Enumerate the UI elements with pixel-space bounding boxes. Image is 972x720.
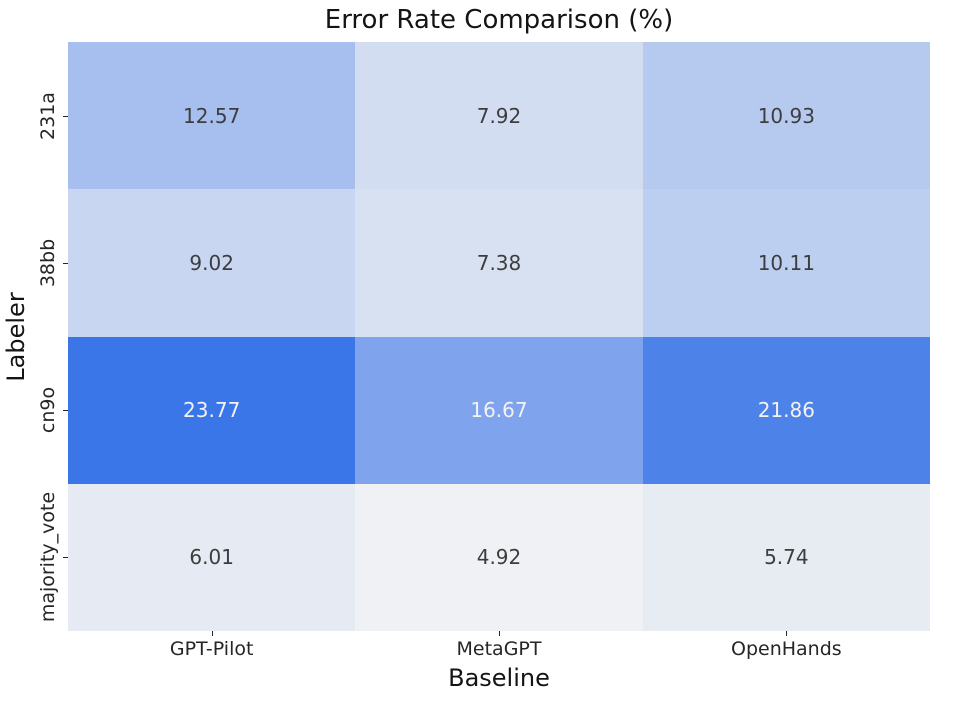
cell-value: 16.67	[470, 398, 528, 423]
cell-value: 6.01	[189, 545, 234, 570]
heatmap-cell-38bb-OpenHands: 10.11	[642, 189, 930, 337]
y-tick-mark	[63, 410, 68, 412]
heatmap-cell-majority_vote-GPT-Pilot: 6.01	[68, 483, 356, 631]
y-tick-mark	[63, 262, 68, 264]
heatmap-cell-majority_vote-OpenHands: 5.74	[642, 483, 930, 631]
chart-title: Error Rate Comparison (%)	[324, 5, 674, 35]
x-tick-label-MetaGPT: MetaGPT	[456, 638, 542, 660]
cell-value: 10.11	[757, 250, 815, 275]
x-tick-mark	[786, 631, 788, 636]
cell-value: 4.92	[476, 545, 522, 570]
heatmap-cell-38bb-MetaGPT: 7.38	[355, 189, 643, 337]
y-tick-label-231a: 231a	[37, 91, 59, 140]
x-tick-label-OpenHands: OpenHands	[730, 638, 842, 660]
heatmap-cell-cn9o-OpenHands: 21.86	[642, 336, 930, 484]
y-tick-mark	[63, 557, 68, 559]
heatmap-cell-231a-MetaGPT: 7.92	[355, 42, 643, 190]
heatmap-cell-cn9o-GPT-Pilot: 23.77	[68, 336, 356, 484]
heatmap-cell-231a-GPT-Pilot: 12.57	[68, 42, 356, 190]
cell-value: 23.77	[183, 398, 241, 423]
y-tick-label-38bb: 38bb	[37, 238, 59, 288]
cell-value: 21.86	[757, 398, 815, 423]
cell-value: 5.74	[764, 545, 809, 570]
cell-value: 12.57	[183, 103, 241, 128]
cell-value: 7.38	[476, 250, 522, 275]
heatmap-cell-38bb-GPT-Pilot: 9.02	[68, 189, 356, 337]
heatmap-cell-231a-OpenHands: 10.93	[642, 42, 930, 190]
heatmap-plot-area: 12.57 7.92 10.93 9.02 7.38 10.11 23.77 16.67 21.…	[68, 42, 930, 631]
y-tick-label-cn9o: cn9o	[37, 387, 59, 434]
heatmap-cell-majority_vote-MetaGPT: 4.92	[355, 483, 643, 631]
y-axis-label: Labeler	[2, 292, 30, 382]
x-tick-mark	[499, 631, 500, 636]
cell-value: 10.93	[757, 103, 815, 128]
cell-value: 9.02	[189, 250, 234, 275]
y-tick-label-majority_vote: majority_vote	[37, 492, 59, 623]
cell-value: 7.92	[476, 103, 522, 128]
y-tick-mark	[63, 115, 68, 117]
x-tick-mark	[211, 631, 213, 636]
x-axis-label: Baseline	[448, 664, 550, 692]
x-tick-label-GPT-Pilot: GPT-Pilot	[169, 638, 254, 660]
heatmap-cell-cn9o-MetaGPT: 16.67	[355, 336, 643, 484]
